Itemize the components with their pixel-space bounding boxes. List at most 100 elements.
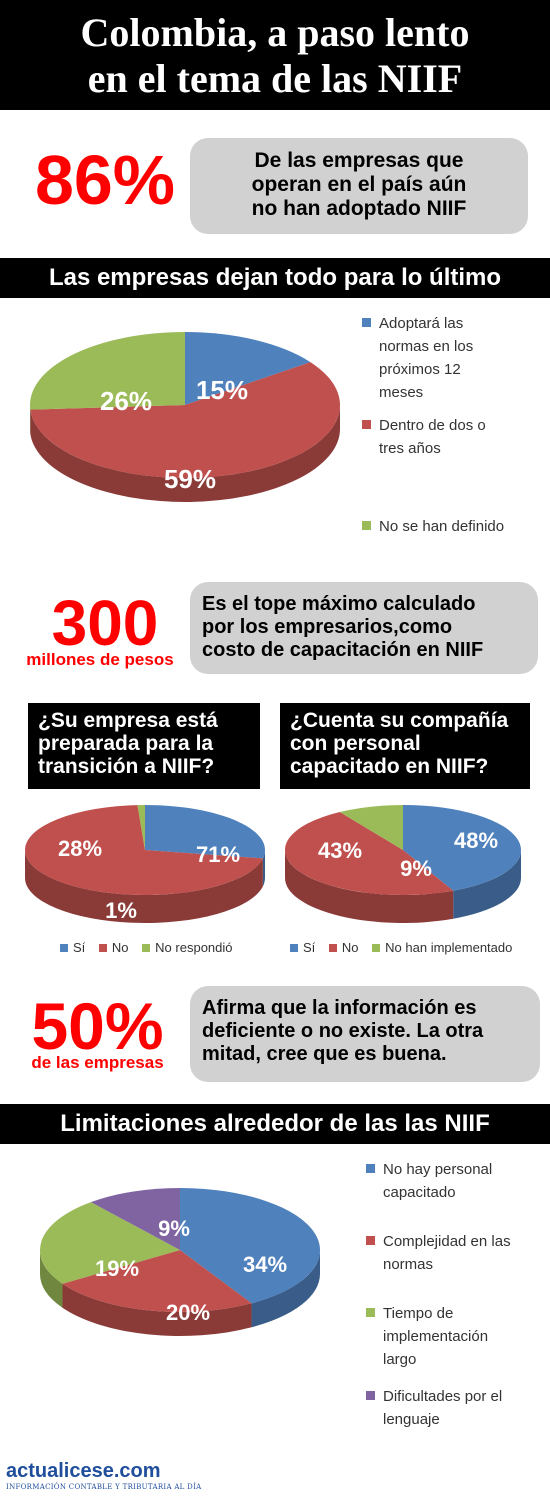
- legend-line: lenguaje: [383, 1411, 440, 1428]
- legend-item-si: Sí: [290, 940, 315, 955]
- pie-chart-limitations: 34% 20% 19% 9%: [40, 1188, 320, 1336]
- pie-slice-1: [403, 805, 521, 891]
- pie-data-label: 59%: [164, 464, 216, 494]
- legend-line: Adoptará las: [379, 315, 464, 332]
- brand-logo-name: actualicese.com: [6, 1460, 161, 1482]
- legend-item-dentro: Dentro de dos o tres años: [362, 414, 542, 460]
- pie-slice-3: [339, 805, 403, 850]
- legend-line: meses: [379, 384, 424, 401]
- legend-item-no-definido: No se han definido: [362, 515, 542, 538]
- legend-swatch-purple: [366, 1391, 375, 1400]
- page-title-line2: en el tema de las NIIF: [87, 56, 463, 101]
- legend-swatch-red: [98, 944, 107, 952]
- pie-slice-4: [90, 1188, 180, 1250]
- legend-prepared: Sí No No respondió: [60, 940, 280, 955]
- legend-line: No hay personal: [383, 1161, 493, 1178]
- title-block: Colombia, a paso lento en el tema de las…: [0, 0, 550, 110]
- legend-item-si: Sí: [60, 940, 85, 955]
- pie-chart-adoption: 15% 59% 26%: [29, 332, 341, 503]
- question-prepared-line: ¿Su empresa está: [38, 709, 218, 732]
- legend-label: No: [111, 940, 129, 955]
- pie-data-label: 28%: [58, 836, 102, 861]
- stat-86-value: 86%: [34, 141, 176, 219]
- legend-swatch-red: [328, 944, 337, 952]
- legend-line: Tiempo de: [383, 1305, 454, 1322]
- legend-item-no: No: [328, 940, 359, 955]
- stat-300-value: 300: [51, 587, 159, 659]
- pie-slice-2: [285, 812, 454, 895]
- legend-swatch-green: [362, 521, 371, 530]
- legend-line: capacitado: [383, 1184, 456, 1201]
- pie-slice-2: [30, 362, 341, 478]
- pie-slice-3: [29, 332, 185, 410]
- legend-label: Sí: [73, 940, 86, 955]
- stat-50-text-3: mitad, cree que es buena.: [202, 1043, 447, 1065]
- stat-86-text-2: operan en el país aún: [251, 173, 467, 196]
- legend-swatch-blue: [290, 944, 298, 952]
- legend-label: No: [341, 940, 359, 955]
- legend-line: Dentro de dos o: [379, 417, 486, 434]
- question-trained-line: capacitado en NIIF?: [290, 755, 489, 778]
- stat-300-text-3: costo de capacitación en NIIF: [202, 639, 484, 661]
- pie-data-label: 48%: [454, 828, 498, 853]
- pie-chart-prepared: 28% 71% 1%: [25, 805, 265, 924]
- stat-86-bubble: De las empresas que operan en el país aú…: [190, 138, 528, 234]
- legend-item-no-implementado: No han implementado: [372, 940, 512, 955]
- legend-line: normas: [383, 1256, 434, 1273]
- pie-slice-1: [145, 805, 265, 859]
- legend-line: No se han definido: [379, 518, 505, 535]
- question-prepared-line: transición a NIIF?: [38, 755, 215, 778]
- legend-item-tiempo: Tiempo de implementación largo: [366, 1302, 546, 1371]
- pie-side-wall: [25, 850, 263, 924]
- legend-line: Dificultades por el: [383, 1388, 503, 1405]
- legend-swatch-red: [362, 420, 371, 429]
- legend-line: Complejidad en las: [383, 1233, 511, 1250]
- pie-data-label: 9%: [400, 856, 432, 881]
- brand-logo-tagline: INFORMACIÓN CONTABLE Y TRIBUTARIA AL DÍA: [6, 1483, 202, 1491]
- pie-data-label: 71%: [196, 842, 240, 867]
- stat-86-text-3: no han adoptado NIIF: [251, 197, 467, 220]
- pie-slice-1: [180, 1188, 320, 1304]
- stat-50-bubble: Afirma que la información es deficiente …: [190, 986, 540, 1082]
- stat-86-text-1: De las empresas que: [254, 149, 464, 172]
- legend-label: No han implementado: [385, 940, 513, 955]
- pie-data-label: 26%: [100, 386, 152, 416]
- pie-chart-trained: 43% 48% 9%: [285, 805, 521, 923]
- legend-item-complejidad: Complejidad en las normas: [366, 1230, 546, 1276]
- pie-side-wall: [62, 1283, 252, 1336]
- question-prepared: ¿Su empresa está preparada para la trans…: [28, 703, 260, 789]
- pie-slice-2: [25, 805, 263, 895]
- stat-50-text-1: Afirma que la información es: [202, 997, 477, 1019]
- stat-300-text-2: por los empresarios,como: [202, 616, 453, 638]
- legend-item-no-respondio: No respondió: [142, 940, 233, 955]
- pie-data-label: 34%: [243, 1252, 287, 1277]
- legend-swatch-blue: [362, 318, 371, 327]
- section-title-limitations: Limitaciones alrededor de las las NIIF: [0, 1104, 550, 1144]
- pie-data-label: 19%: [95, 1256, 139, 1281]
- pie-side-wall: [262, 850, 265, 887]
- pie-data-label: 9%: [158, 1216, 190, 1241]
- question-trained: ¿Cuenta su compañía con personal capacit…: [280, 703, 530, 789]
- stat-300-unit: millones de pesos: [26, 650, 174, 669]
- legend-label: No respondió: [155, 940, 233, 955]
- legend-item-lenguaje: Dificultades por el lenguaje: [366, 1385, 546, 1431]
- legend-item-no: No: [98, 940, 129, 955]
- legend-swatch-blue: [60, 944, 68, 952]
- legend-swatch-green: [142, 944, 151, 952]
- legend-swatch-green: [366, 1308, 375, 1317]
- question-trained-line: con personal: [290, 732, 421, 755]
- legend-swatch-blue: [366, 1164, 375, 1173]
- pie-data-label: 15%: [196, 375, 248, 405]
- pie-slice-3: [40, 1202, 180, 1284]
- legend-line: normas en los: [379, 338, 474, 355]
- stat-50-text-2: deficiente o no existe. La otra: [202, 1020, 484, 1042]
- pie-slice-1: [185, 332, 311, 405]
- pie-data-label: 43%: [318, 838, 362, 863]
- legend-adoption: Adoptará las normas en los próximos 12 m…: [362, 312, 542, 538]
- legend-item-adoptara: Adoptará las normas en los próximos 12 m…: [362, 312, 542, 404]
- stat-300-bubble: Es el tope máximo calculado por los empr…: [190, 582, 538, 674]
- pie-data-label: 1%: [105, 898, 137, 923]
- stat-300-text-1: Es el tope máximo calculado: [202, 593, 476, 615]
- legend-limitations: No hay personal capacitado Complejidad e…: [366, 1158, 546, 1431]
- pie-data-label: 20%: [166, 1300, 210, 1325]
